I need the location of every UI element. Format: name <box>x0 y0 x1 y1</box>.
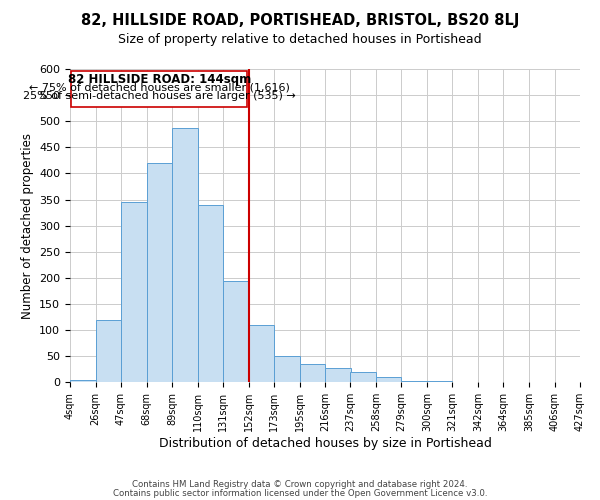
Bar <box>70 380 95 382</box>
Text: 82, HILLSIDE ROAD, PORTISHEAD, BRISTOL, BS20 8LJ: 82, HILLSIDE ROAD, PORTISHEAD, BRISTOL, … <box>81 12 519 28</box>
Y-axis label: Number of detached properties: Number of detached properties <box>20 132 34 318</box>
Bar <box>376 377 401 382</box>
Bar <box>248 325 274 382</box>
Text: Size of property relative to detached houses in Portishead: Size of property relative to detached ho… <box>118 32 482 46</box>
Bar <box>401 381 427 382</box>
Text: Contains HM Land Registry data © Crown copyright and database right 2024.: Contains HM Land Registry data © Crown c… <box>132 480 468 489</box>
Bar <box>350 372 376 382</box>
Bar <box>325 368 350 382</box>
Text: 25% of semi-detached houses are larger (535) →: 25% of semi-detached houses are larger (… <box>23 91 296 101</box>
Bar <box>146 163 172 382</box>
Bar <box>172 128 197 382</box>
FancyBboxPatch shape <box>71 71 247 106</box>
X-axis label: Distribution of detached houses by size in Portishead: Distribution of detached houses by size … <box>158 437 491 450</box>
Bar <box>95 320 121 382</box>
Bar <box>197 205 223 382</box>
Text: 82 HILLSIDE ROAD: 144sqm: 82 HILLSIDE ROAD: 144sqm <box>68 73 251 86</box>
Bar <box>299 364 325 382</box>
Bar <box>121 202 146 382</box>
Text: Contains public sector information licensed under the Open Government Licence v3: Contains public sector information licen… <box>113 488 487 498</box>
Text: ← 75% of detached houses are smaller (1,616): ← 75% of detached houses are smaller (1,… <box>29 82 290 92</box>
Bar <box>223 280 248 382</box>
Bar <box>274 356 299 382</box>
